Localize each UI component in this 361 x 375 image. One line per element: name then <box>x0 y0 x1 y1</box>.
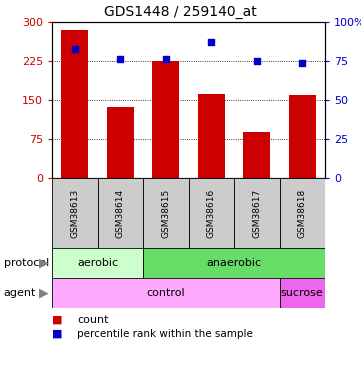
Text: control: control <box>147 288 185 298</box>
Bar <box>234 178 279 248</box>
Text: protocol: protocol <box>4 258 49 268</box>
Bar <box>52 248 143 278</box>
Text: count: count <box>77 315 109 325</box>
Text: sucrose: sucrose <box>281 288 323 298</box>
Bar <box>188 178 234 248</box>
Bar <box>279 178 325 248</box>
Text: GDS1448 / 259140_at: GDS1448 / 259140_at <box>104 5 257 19</box>
Point <box>299 60 305 66</box>
Text: agent: agent <box>4 288 36 298</box>
Text: ■: ■ <box>52 329 62 339</box>
Text: ▶: ▶ <box>39 286 48 300</box>
Text: percentile rank within the sample: percentile rank within the sample <box>77 329 253 339</box>
Bar <box>97 178 143 248</box>
Bar <box>61 30 88 178</box>
Bar <box>143 248 325 278</box>
Text: GSM38617: GSM38617 <box>252 188 261 238</box>
Point <box>208 39 214 45</box>
Bar <box>143 178 188 248</box>
Point <box>163 57 169 63</box>
Text: aerobic: aerobic <box>77 258 118 268</box>
Bar <box>279 278 325 308</box>
Point <box>254 58 260 64</box>
Point <box>72 45 78 51</box>
Bar <box>288 95 316 178</box>
Text: ■: ■ <box>52 315 62 325</box>
Bar <box>106 107 134 178</box>
Text: GSM38616: GSM38616 <box>207 188 216 238</box>
Bar <box>52 178 97 248</box>
Bar <box>243 132 270 178</box>
Bar <box>197 94 225 178</box>
Bar <box>152 61 179 178</box>
Text: GSM38614: GSM38614 <box>116 188 125 238</box>
Text: GSM38613: GSM38613 <box>70 188 79 238</box>
Point <box>117 57 123 63</box>
Text: GSM38615: GSM38615 <box>161 188 170 238</box>
Text: ▶: ▶ <box>39 256 48 270</box>
Bar <box>52 278 279 308</box>
Text: GSM38618: GSM38618 <box>298 188 307 238</box>
Text: anaerobic: anaerobic <box>206 258 262 268</box>
